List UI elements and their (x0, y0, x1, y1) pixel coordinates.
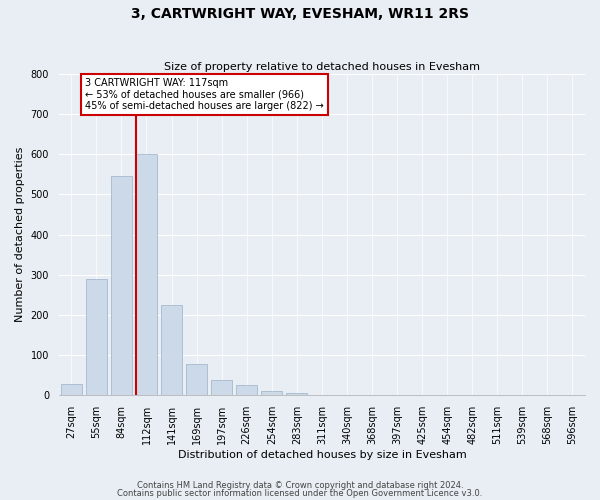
Bar (211, 380, 232, 396)
Bar (111, 176, 132, 396)
Title: Size of property relative to detached houses in Evesham: Size of property relative to detached ho… (164, 62, 480, 72)
Bar (286, 394, 307, 396)
Text: Contains public sector information licensed under the Open Government Licence v3: Contains public sector information licen… (118, 489, 482, 498)
Text: Contains HM Land Registry data © Crown copyright and database right 2024.: Contains HM Land Registry data © Crown c… (137, 480, 463, 490)
Bar (61, 384, 82, 396)
X-axis label: Distribution of detached houses by size in Evesham: Distribution of detached houses by size … (178, 450, 466, 460)
Text: 3, CARTWRIGHT WAY, EVESHAM, WR11 2RS: 3, CARTWRIGHT WAY, EVESHAM, WR11 2RS (131, 8, 469, 22)
Bar (236, 386, 257, 396)
Text: 3 CARTWRIGHT WAY: 117sqm
← 53% of detached houses are smaller (966)
45% of semi-: 3 CARTWRIGHT WAY: 117sqm ← 53% of detach… (85, 78, 324, 111)
Bar (261, 390, 283, 396)
Y-axis label: Number of detached properties: Number of detached properties (15, 147, 25, 322)
Bar (186, 364, 207, 396)
Bar (136, 154, 157, 396)
Bar (161, 305, 182, 396)
Bar (86, 278, 107, 396)
